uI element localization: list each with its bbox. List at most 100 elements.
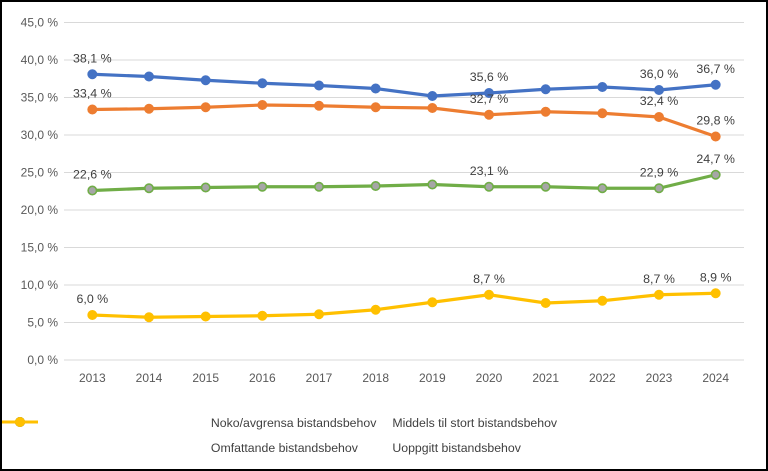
y-axis-tick-label: 45,0 %	[21, 16, 59, 30]
data-point-marker	[710, 131, 721, 142]
data-point-marker	[257, 310, 268, 321]
data-point-label: 32,7 %	[470, 92, 509, 106]
legend-label: Middels til stort bistandsbehov	[392, 416, 558, 430]
legend: Noko/avgrensa bistandsbehov Middels til s…	[2, 416, 766, 455]
data-point-label: 33,4 %	[73, 87, 112, 101]
data-point-marker	[144, 312, 155, 323]
legend-label: Noko/avgrensa bistandsbehov	[210, 416, 377, 430]
y-axis-tick-label: 40,0 %	[21, 53, 59, 67]
data-point-marker	[597, 295, 608, 306]
y-axis-tick-label: 15,0 %	[21, 241, 59, 255]
y-axis-tick-label: 10,0 %	[21, 278, 59, 292]
y-axis-tick-label: 5,0 %	[27, 316, 58, 330]
data-point-marker	[257, 100, 268, 111]
data-point-marker	[483, 289, 494, 300]
data-point-marker	[313, 181, 324, 192]
data-point-marker	[257, 181, 268, 192]
legend-marker-icon	[2, 417, 38, 427]
data-point-marker	[87, 69, 98, 80]
data-point-marker	[313, 100, 324, 111]
data-point-marker	[653, 183, 664, 194]
x-axis-label: 2018	[362, 371, 389, 385]
y-axis-tick-label: 35,0 %	[21, 91, 59, 105]
legend-grid: Noko/avgrensa bistandsbehov Middels til s…	[2, 416, 558, 455]
data-point-marker	[540, 297, 551, 308]
data-point-marker	[710, 288, 721, 299]
legend-label: Uoppgitt bistandsbehov	[392, 441, 521, 455]
legend-item-1: Middels til stort bistandsbehov	[2, 416, 558, 430]
data-point-label: 22,9 %	[640, 165, 679, 179]
data-point-marker	[370, 181, 381, 192]
legend-label: Omfattande bistandsbehov	[210, 441, 358, 455]
x-axis-label: 2019	[419, 371, 446, 385]
data-point-marker	[653, 289, 664, 300]
x-axis-label: 2015	[192, 371, 219, 385]
x-axis-label: 2022	[589, 371, 616, 385]
x-axis-label: 2024	[702, 371, 729, 385]
y-axis-tick-label: 25,0 %	[21, 166, 59, 180]
data-point-marker	[370, 102, 381, 113]
data-point-marker	[597, 82, 608, 93]
data-point-marker	[653, 112, 664, 123]
data-point-marker	[540, 106, 551, 117]
data-point-label: 8,7 %	[643, 272, 675, 286]
data-point-marker	[370, 83, 381, 94]
data-point-marker	[540, 181, 551, 192]
data-point-marker	[144, 183, 155, 194]
series-line-0	[90, 72, 718, 98]
data-point-marker	[427, 179, 438, 190]
data-point-marker	[427, 103, 438, 114]
data-point-marker	[483, 181, 494, 192]
data-point-label: 36,7 %	[696, 62, 735, 76]
data-point-marker	[200, 102, 211, 113]
legend-item-3: Uoppgitt bistandsbehov	[2, 417, 557, 455]
data-point-marker	[710, 79, 721, 90]
y-axis-tick-label: 30,0 %	[21, 128, 59, 142]
data-point-label: 23,1 %	[470, 164, 509, 178]
x-axis-label: 2016	[249, 371, 276, 385]
data-point-label: 32,4 %	[640, 94, 679, 108]
x-axis-label: 2014	[136, 371, 163, 385]
data-point-label: 22,6 %	[73, 168, 112, 182]
series-line-3	[90, 291, 718, 319]
data-point-marker	[597, 108, 608, 119]
data-point-marker	[257, 78, 268, 89]
series-line-2	[90, 173, 718, 193]
legend-dot	[15, 417, 25, 427]
data-point-marker	[483, 109, 494, 120]
data-point-marker	[313, 309, 324, 320]
x-axis-label: 2023	[646, 371, 673, 385]
series-line-1	[90, 103, 718, 139]
legend-item-0: Noko/avgrensa bistandsbehov	[2, 416, 377, 430]
x-axis-label: 2017	[306, 371, 333, 385]
data-point-marker	[313, 80, 324, 91]
data-point-marker	[87, 185, 98, 196]
x-axis-label: 2021	[532, 371, 559, 385]
data-point-label: 35,6 %	[470, 70, 509, 84]
data-point-label: 29,8 %	[696, 114, 735, 128]
data-point-label: 8,9 %	[700, 270, 732, 284]
data-point-marker	[200, 311, 211, 322]
x-axis-label: 2020	[476, 371, 503, 385]
legend-item-2: Omfattande bistandsbehov	[2, 417, 376, 455]
data-point-marker	[427, 297, 438, 308]
data-point-marker	[87, 309, 98, 320]
data-point-label: 8,7 %	[473, 272, 505, 286]
data-point-marker	[144, 103, 155, 114]
data-point-marker	[370, 304, 381, 315]
data-point-marker	[200, 182, 211, 193]
data-point-marker	[200, 75, 211, 86]
data-point-marker	[540, 84, 551, 95]
x-axis-label: 2013	[79, 371, 106, 385]
y-axis-tick-label: 0,0 %	[27, 353, 58, 367]
data-point-marker	[710, 169, 721, 180]
data-point-label: 6,0 %	[76, 292, 108, 306]
data-point-label: 38,1 %	[73, 51, 112, 65]
data-point-marker	[597, 183, 608, 194]
data-point-marker	[653, 85, 664, 96]
data-point-marker	[87, 104, 98, 115]
data-point-label: 24,7 %	[696, 152, 735, 166]
y-axis-tick-label: 20,0 %	[21, 203, 59, 217]
